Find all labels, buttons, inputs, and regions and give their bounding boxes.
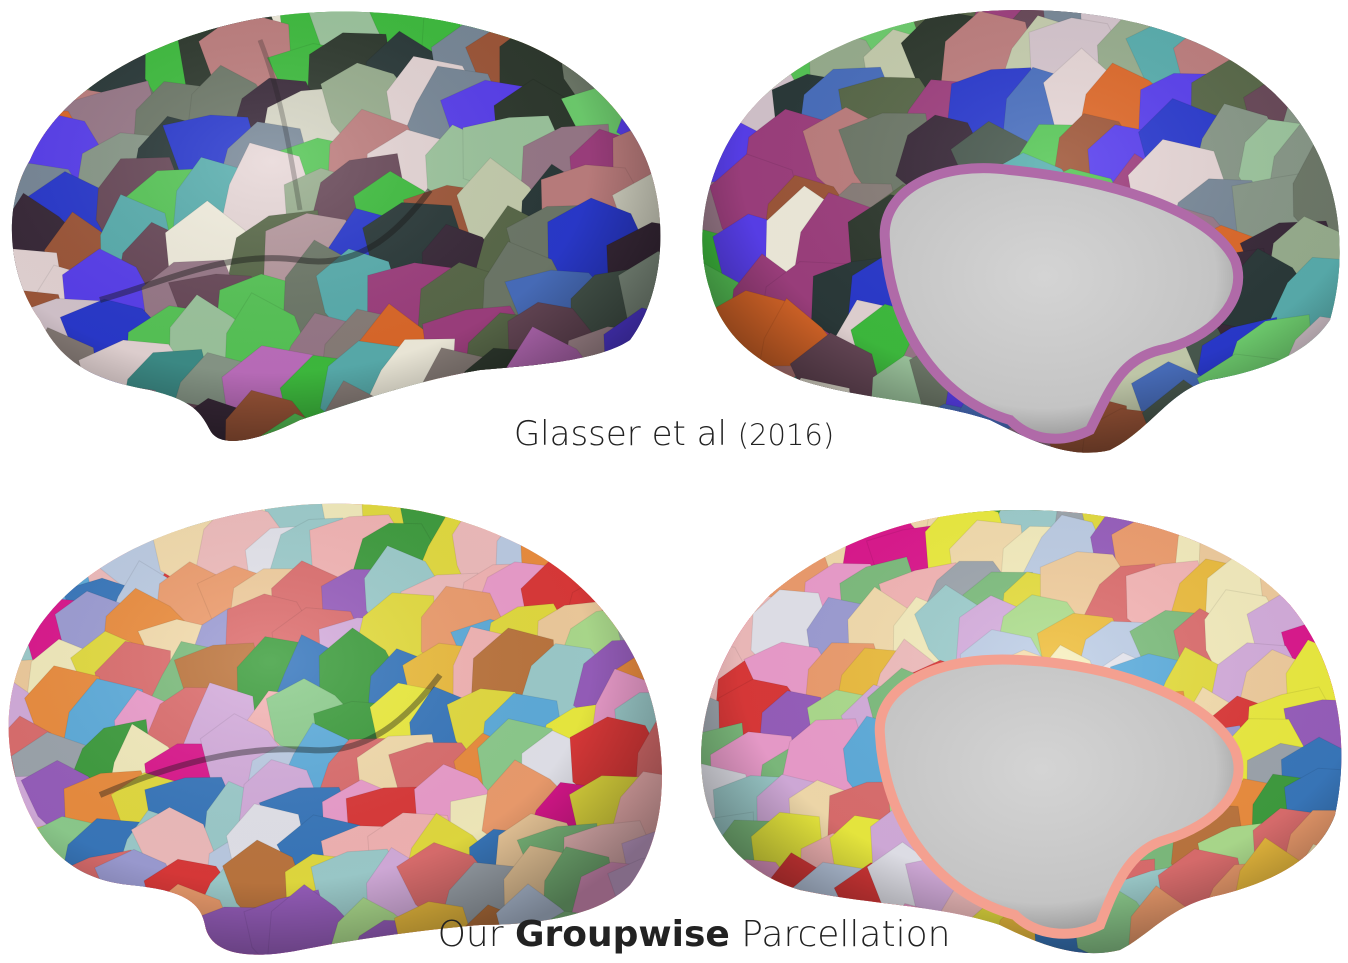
glasser-caption: Glasser et al (2016) — [0, 414, 1348, 454]
caption-emphasis: Groupwise — [514, 914, 730, 955]
glasser-medial-hemisphere — [690, 0, 1348, 470]
parcel-region — [32, 11, 139, 76]
parcel-region — [701, 510, 756, 597]
parcel-region — [11, 509, 96, 587]
groupwise-caption: Our Groupwise Parcellation — [0, 914, 1348, 955]
parcel-region — [584, 521, 659, 598]
groupwise-medial-hemisphere — [690, 495, 1348, 963]
parcel-region — [758, 510, 827, 558]
parcel-region — [8, 512, 73, 613]
parcel-region — [701, 510, 754, 558]
parcel-region — [702, 13, 758, 114]
parcel-region — [551, 11, 647, 74]
caption-year: (2016) — [737, 418, 835, 452]
parcel-region — [713, 10, 822, 63]
parcel-region — [614, 547, 662, 644]
parcel-region — [709, 510, 776, 564]
glasser-lateral-hemisphere — [0, 0, 680, 470]
parcel-region — [593, 11, 661, 85]
parcel-region — [602, 503, 662, 569]
caption-authors: Glasser et al — [513, 414, 727, 454]
parcel-region — [11, 27, 91, 107]
caption-suffix: Parcellation — [741, 914, 951, 955]
parcel-region — [1283, 510, 1342, 584]
parcel-region — [8, 503, 82, 571]
parcel-region — [1273, 510, 1342, 555]
parcel-region — [567, 503, 648, 541]
parcel-region — [1196, 510, 1287, 548]
parcel-region — [1227, 10, 1336, 73]
parcel-region — [1235, 510, 1319, 574]
parcel-region — [1263, 10, 1340, 66]
caption-prefix: Our — [437, 914, 504, 955]
parcel-region — [1283, 40, 1340, 123]
parcel-region — [599, 515, 662, 606]
groupwise-lateral-hemisphere — [0, 495, 680, 963]
parcel-region — [702, 10, 761, 86]
parcel-region — [21, 503, 125, 553]
parcel-region — [11, 11, 74, 76]
